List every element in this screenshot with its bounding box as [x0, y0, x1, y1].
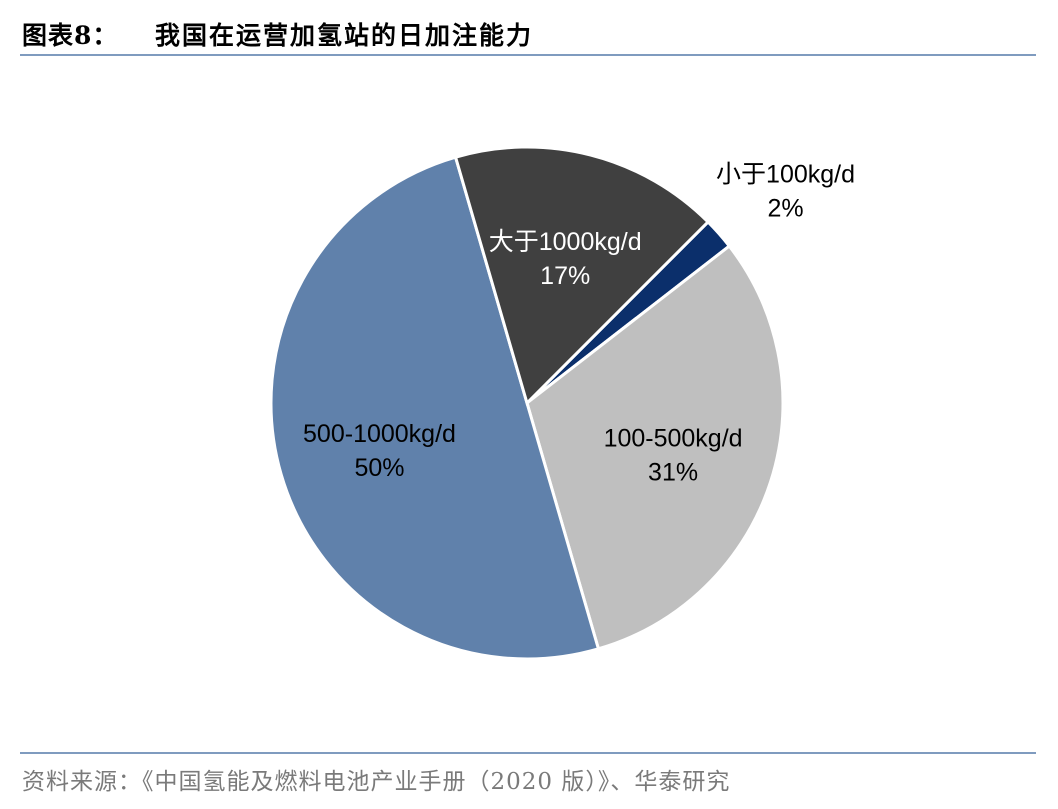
figure-label: 图表8：: [22, 21, 119, 50]
source-note: 资料来源：《中国氢能及燃料电池产业手册（2020 版）》、华泰研究: [22, 769, 731, 795]
pie-slice: [269, 155, 601, 661]
slice-label: 500-1000kg/d: [303, 420, 456, 448]
pie-slice: [525, 243, 785, 651]
slice-label: 小于100kg/d: [716, 161, 855, 189]
slice-label: 100-500kg/d: [604, 424, 743, 452]
slice-percent-label: 50%: [354, 454, 404, 482]
slice-label: 大于1000kg/d: [489, 228, 642, 256]
slice-percent-label: 17%: [540, 262, 590, 290]
title-bar: 图表8： 我国在运营加氢站的日加注能力: [20, 14, 1036, 56]
pie-slice: [453, 145, 711, 406]
chart-title: 我国在运营加氢站的日加注能力: [155, 21, 534, 50]
footer-rule: [20, 752, 1036, 754]
slice-percent-label: 31%: [648, 458, 698, 486]
slice-percent-label: 2%: [767, 195, 803, 223]
